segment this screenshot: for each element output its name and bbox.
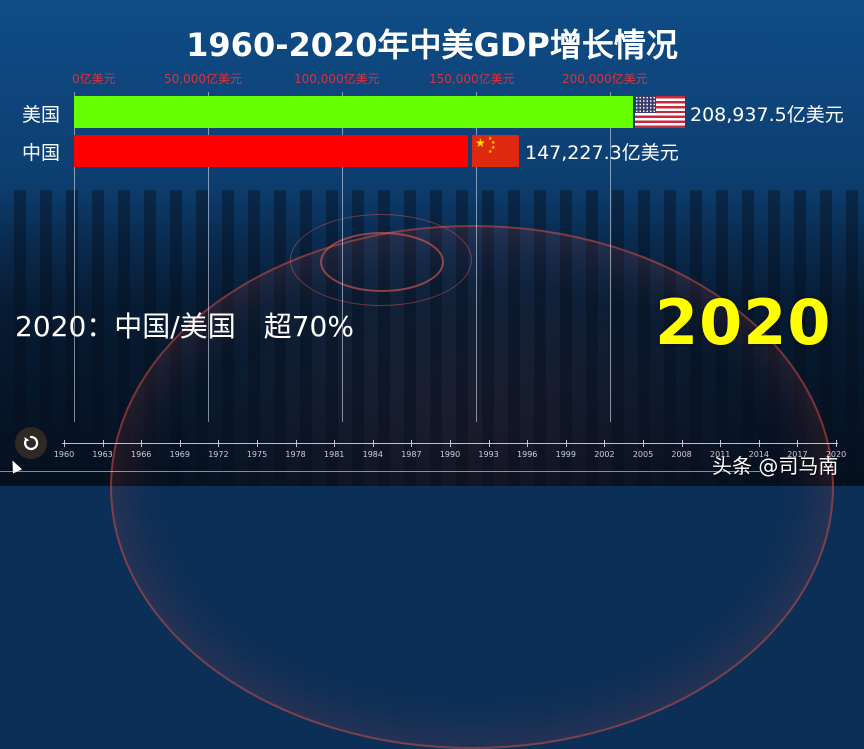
replay-button[interactable]: [15, 427, 47, 459]
timeline-tick: [295, 440, 297, 447]
cn-flag-icon: ★ ★ ★ ★ ★: [472, 135, 519, 167]
star-icon: ★: [488, 136, 493, 142]
x-axis-label: 150,000亿美元: [429, 72, 515, 86]
timeline-tick-label[interactable]: 2020: [825, 450, 847, 459]
timeline-tick: [450, 440, 451, 447]
timeline-tick-label[interactable]: 2017: [787, 450, 808, 459]
timeline-tick: [488, 440, 490, 447]
timeline-tick-label[interactable]: 1960: [53, 450, 75, 459]
timeline-tick: [411, 440, 413, 447]
timeline-tick: [681, 440, 683, 447]
gridline: [342, 92, 343, 422]
timeline-tick: [643, 440, 644, 447]
timeline-tick: [64, 440, 65, 447]
bar-label-china: 中国: [22, 142, 61, 164]
timeline-tick-label[interactable]: 1984: [362, 450, 383, 459]
timeline-tick-label[interactable]: 1969: [169, 450, 190, 459]
timeline-tick-label[interactable]: 1993: [478, 450, 499, 459]
timeline-tick: [218, 440, 220, 447]
timeline-tick-label[interactable]: 2008: [671, 450, 692, 459]
timeline-baseline: [0, 471, 760, 472]
us-flag-canton: [635, 96, 656, 113]
bar-label-usa: 美国: [22, 104, 61, 126]
watermark: 头条 @司马南: [712, 454, 839, 478]
timeline-tick-label[interactable]: 1966: [131, 450, 152, 459]
timeline-tick: [604, 440, 606, 447]
timeline-tick-label[interactable]: 2005: [632, 450, 654, 459]
timeline-tick-label[interactable]: 2014: [748, 450, 769, 459]
timeline-tick-label[interactable]: 2002: [594, 450, 615, 459]
timeline-tick-label[interactable]: 1996: [517, 450, 538, 459]
bar-value-china: 147,227.3亿美元: [525, 142, 679, 164]
star-icon: ★: [491, 140, 496, 146]
timeline-tick: [257, 440, 258, 447]
x-axis-label: 100,000亿美元: [294, 72, 380, 86]
current-year-label: 2020: [655, 286, 832, 359]
chart-title: 1960-2020年中美GDP增长情况: [186, 26, 678, 64]
timeline-tick: [720, 440, 722, 447]
timeline-tick-label[interactable]: 1999: [555, 450, 576, 459]
timeline-tick: [334, 440, 336, 447]
timeline-tick-label[interactable]: 1981: [324, 450, 345, 459]
timeline-tick-label[interactable]: 1975: [246, 450, 268, 459]
bar-usa: [74, 96, 633, 128]
timeline-tick: [565, 440, 567, 447]
timeline-tick-label[interactable]: 1978: [285, 450, 306, 459]
ratio-annotation: 2020：中国/美国 超70%: [15, 310, 354, 343]
gridline: [208, 92, 209, 422]
timeline-tick: [797, 440, 799, 447]
timeline-tick: [758, 440, 760, 447]
timeline-tick-label[interactable]: 1963: [92, 450, 113, 459]
star-icon: ★: [491, 145, 496, 151]
gridline: [476, 92, 477, 422]
bar-china: [74, 135, 468, 167]
replay-icon: [23, 435, 39, 451]
x-axis-label: 50,000亿美元: [164, 72, 242, 86]
us-flag-icon: [635, 96, 685, 128]
timeline-tick: [836, 440, 837, 447]
globe-ring-decoration: [290, 214, 472, 306]
bar-value-usa: 208,937.5亿美元: [690, 104, 844, 126]
star-icon: ★: [488, 149, 493, 155]
timeline-tick: [372, 440, 374, 447]
x-axis-label: 0亿美元: [72, 72, 116, 86]
timeline-tick-label[interactable]: 2011: [710, 450, 731, 459]
x-axis-label: 200,000亿美元: [562, 72, 648, 86]
timeline-tick: [527, 440, 529, 447]
timeline-tick: [179, 440, 181, 447]
timeline-tick-label[interactable]: 1972: [208, 450, 229, 459]
timeline-tick-label[interactable]: 1987: [401, 450, 422, 459]
star-icon: ★: [475, 136, 486, 150]
timeline-tick: [102, 440, 104, 447]
globe-ring-decoration: [320, 232, 444, 292]
timeline-tick: [141, 440, 143, 447]
timeline-tick-label[interactable]: 1990: [439, 450, 461, 459]
gridline: [74, 92, 75, 422]
gridline: [610, 92, 611, 422]
